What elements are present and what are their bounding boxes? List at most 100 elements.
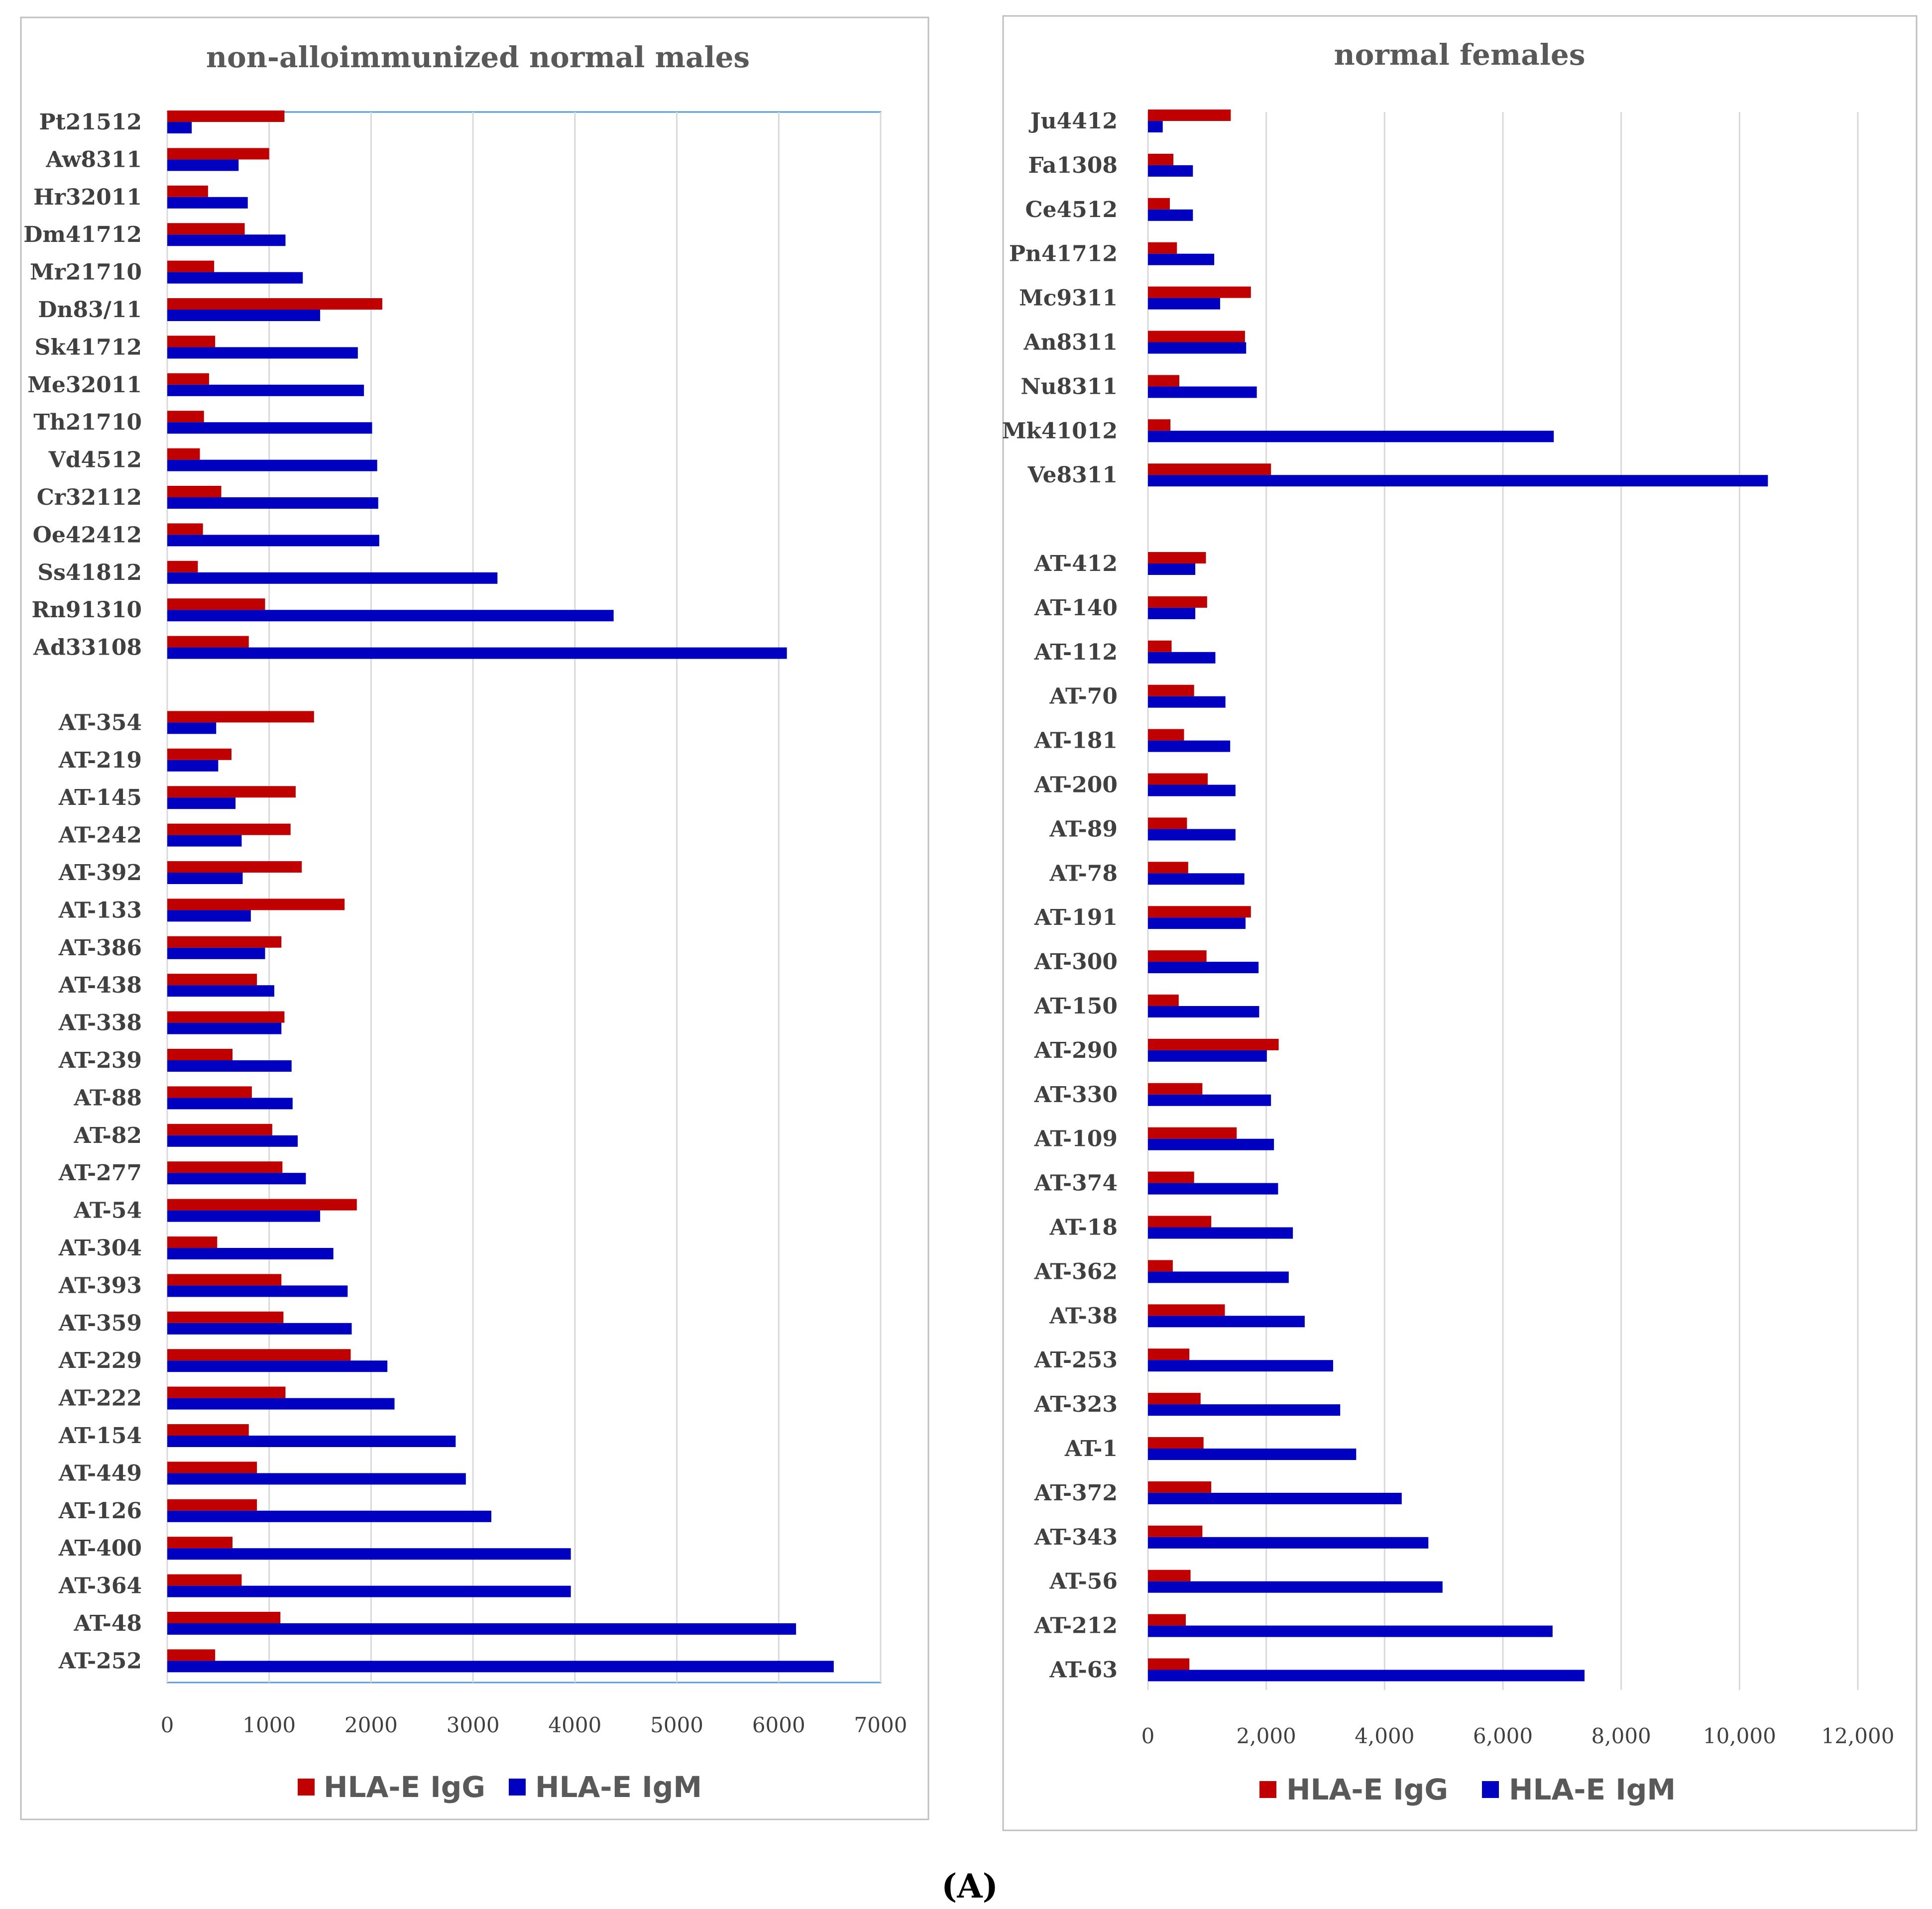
males-legend-igg-swatch	[298, 1779, 315, 1796]
females-igg-bar	[1148, 331, 1245, 342]
figure-caption: (A)	[941, 1867, 998, 1906]
males-igg-bar	[167, 636, 249, 648]
females-igm-bar	[1148, 1271, 1289, 1283]
females-igm-bar	[1148, 1183, 1278, 1195]
males-category-label: AT-145	[58, 785, 142, 810]
females-category-label: AT-200	[1034, 773, 1118, 798]
males-igg-bar	[167, 1499, 257, 1511]
females-igg-bar	[1148, 419, 1171, 431]
males-igg-bar	[167, 598, 265, 610]
males-category-label: AT-364	[58, 1573, 142, 1599]
females-category-label: AT-290	[1034, 1038, 1118, 1063]
females-category-label: AT-89	[1049, 816, 1118, 842]
females-igg-bar	[1148, 463, 1271, 475]
females-chart-frame	[1002, 15, 1918, 1831]
females-igm-bar	[1148, 563, 1196, 575]
females-igm-bar	[1148, 1670, 1585, 1682]
males-igg-bar	[167, 898, 345, 910]
females-igg-bar	[1148, 1348, 1190, 1360]
males-igm-bar	[167, 384, 364, 396]
males-category-label: Th21710	[33, 410, 142, 435]
females-igg-bar	[1148, 286, 1251, 298]
males-x-tick-label: 3000	[447, 1713, 500, 1737]
males-chart-title: non-alloimmunized normal males	[206, 40, 750, 74]
males-x-tick-label: 1000	[242, 1713, 296, 1737]
females-igg-bar	[1148, 242, 1177, 254]
males-igg-bar	[167, 1086, 252, 1098]
females-igm-bar	[1148, 1050, 1267, 1062]
females-igg-bar	[1148, 1127, 1237, 1139]
males-category-label: Me32011	[27, 372, 142, 398]
males-category-label: Vd4512	[48, 448, 142, 473]
males-igg-bar	[167, 1424, 249, 1436]
males-legend-igg-label: HLA-E IgG	[324, 1770, 485, 1804]
females-igg-bar	[1148, 906, 1251, 918]
females-igm-bar	[1148, 873, 1245, 885]
females-igg-bar	[1148, 596, 1207, 608]
females-category-label: AT-412	[1034, 551, 1118, 576]
males-x-tick-label: 5000	[650, 1713, 703, 1737]
males-category-label: Rn91310	[31, 597, 142, 623]
females-category-label: AT-374	[1034, 1171, 1118, 1196]
females-igm-bar	[1148, 1581, 1443, 1593]
females-category-label: AT-343	[1034, 1525, 1118, 1550]
males-category-label: AT-400	[58, 1536, 142, 1561]
males-category-label: Oe42412	[33, 522, 142, 548]
males-chart-panel: non-alloimmunized normal males Pt21512 Aw…	[20, 16, 929, 1820]
females-igm-bar	[1148, 1094, 1271, 1106]
males-igm-bar	[167, 797, 236, 809]
males-igm-bar	[167, 535, 379, 547]
males-igg-bar	[167, 111, 285, 122]
males-category-label: AT-338	[58, 1011, 142, 1036]
females-igm-bar	[1148, 1492, 1402, 1504]
males-category-label: Dm41712	[23, 222, 142, 247]
females-category-label: Fa1308	[1028, 153, 1118, 178]
females-category-label: AT-56	[1049, 1569, 1118, 1594]
males-igm-bar	[167, 1548, 571, 1560]
females-igg-bar	[1148, 995, 1179, 1006]
males-igm-bar	[167, 1623, 796, 1635]
males-igm-bar	[167, 722, 217, 734]
females-x-tick-label: 8,000	[1591, 1724, 1651, 1748]
males-category-label: AT-88	[73, 1085, 142, 1111]
males-igm-bar	[167, 1060, 292, 1072]
males-igg-bar	[167, 411, 204, 423]
females-category-label: Nu8311	[1021, 374, 1118, 399]
females-igg-bar	[1148, 198, 1170, 210]
males-igm-bar	[167, 1585, 571, 1597]
males-igm-bar	[167, 1022, 282, 1034]
females-igg-bar	[1148, 950, 1207, 962]
females-igm-bar	[1148, 475, 1768, 487]
males-igg-bar	[167, 711, 314, 723]
females-igg-bar	[1148, 1525, 1203, 1537]
males-category-label: AT-359	[58, 1311, 142, 1336]
females-category-label: AT-70	[1049, 684, 1118, 709]
males-legend-igm-label: HLA-E IgM	[535, 1770, 702, 1804]
males-x-tick-label: 7000	[854, 1713, 908, 1737]
females-bars	[1148, 110, 1768, 1682]
males-category-label: AT-239	[58, 1048, 142, 1073]
males-igg-bar	[167, 1537, 233, 1549]
males-igm-bar	[167, 1248, 334, 1259]
males-igm-bar	[167, 310, 321, 321]
males-igg-bar	[167, 1161, 283, 1173]
males-igm-bar	[167, 1210, 321, 1222]
males-igm-bar	[167, 159, 239, 171]
males-x-tick-label: 2000	[344, 1713, 398, 1737]
females-igg-bar	[1148, 817, 1187, 829]
males-igm-bar	[167, 1323, 352, 1335]
females-igm-bar	[1148, 253, 1215, 265]
females-igg-bar	[1148, 1171, 1194, 1183]
females-legend-igm-label: HLA-E IgM	[1509, 1773, 1676, 1806]
males-category-label: AT-252	[58, 1648, 142, 1674]
males-igm-bar	[167, 497, 378, 509]
females-igm-bar	[1148, 1404, 1341, 1416]
males-category-label: AT-154	[58, 1423, 142, 1449]
males-igg-bar	[167, 561, 198, 572]
females-category-label: AT-330	[1034, 1082, 1118, 1108]
females-igg-bar	[1148, 1437, 1204, 1449]
males-category-label: Hr32011	[33, 185, 142, 210]
females-category-label: AT-140	[1034, 595, 1118, 621]
males-category-label: AT-219	[58, 748, 142, 773]
